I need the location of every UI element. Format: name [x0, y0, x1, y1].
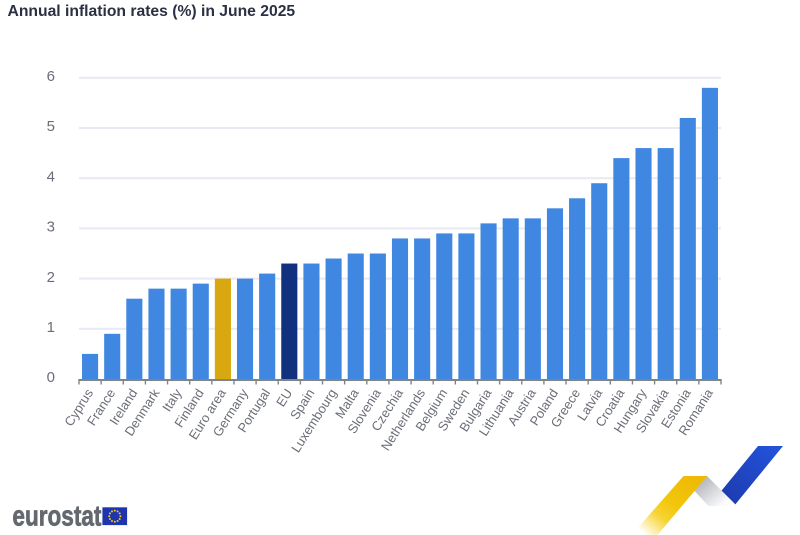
svg-text:Annual inflation rates (%) in: Annual inflation rates (%) in June 2025: [8, 3, 296, 20]
svg-text:3: 3: [47, 219, 55, 236]
svg-text:0: 0: [47, 369, 55, 386]
svg-text:2: 2: [47, 269, 55, 286]
svg-text:5: 5: [47, 118, 55, 135]
svg-text:eurostat: eurostat: [12, 501, 101, 533]
svg-text:1: 1: [47, 319, 55, 336]
svg-text:4: 4: [47, 168, 55, 185]
svg-text:6: 6: [47, 68, 55, 85]
